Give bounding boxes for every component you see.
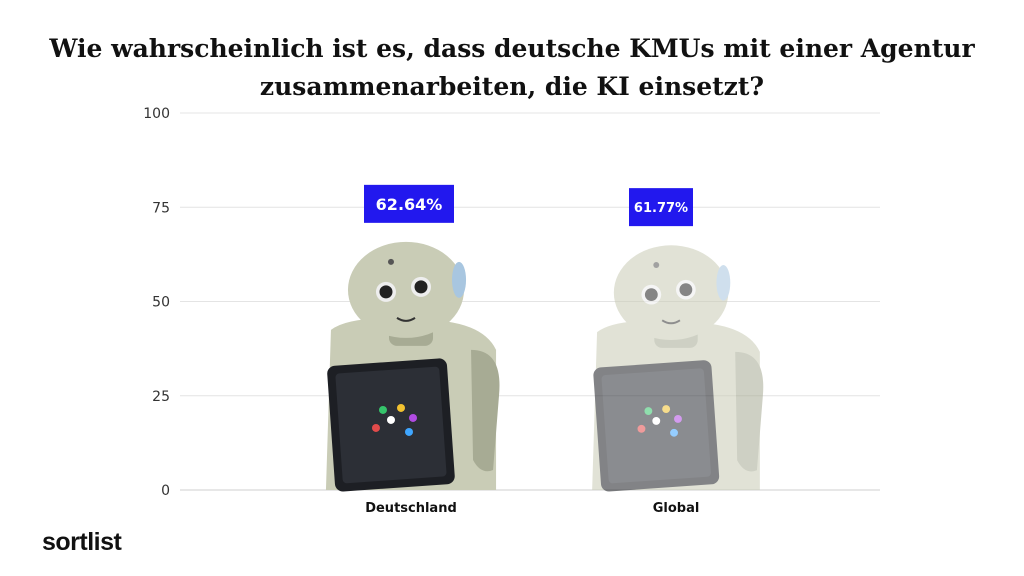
chart-title: Wie wahrscheinlich ist es, dass deutsche… — [49, 34, 975, 101]
screen-dot — [637, 424, 646, 433]
screen-dot — [396, 403, 405, 412]
sortlist-logo: sortlist — [42, 528, 122, 556]
y-tick-label: 50 — [152, 295, 170, 311]
data-label-box — [364, 184, 454, 223]
robot-arm — [471, 349, 500, 472]
robot-screen — [335, 366, 447, 484]
data-label: 62.64% — [376, 195, 443, 214]
x-tick-label: Global — [653, 501, 700, 516]
screen-dot — [670, 428, 678, 437]
robot-image — [592, 245, 764, 492]
robot-ear — [452, 261, 467, 298]
robot-head — [613, 245, 729, 341]
bar-deutschland — [325, 241, 500, 492]
robot-ear — [716, 265, 731, 301]
screen-dot — [386, 415, 395, 424]
screen-dot — [652, 416, 661, 425]
robot-sensor — [387, 258, 394, 265]
y-tick-label: 100 — [143, 106, 170, 122]
y-tick-label: 75 — [152, 200, 170, 216]
robot-screen — [601, 368, 711, 484]
screen-dot — [408, 413, 418, 422]
bar-global — [592, 245, 764, 492]
screen-dot — [378, 405, 387, 414]
robot-pupil — [644, 288, 658, 302]
robot-head — [347, 241, 465, 338]
screen-dot — [371, 423, 380, 432]
robot-pupil — [414, 280, 428, 294]
data-label: 61.77% — [634, 201, 688, 216]
robot-arm — [735, 351, 764, 472]
robot-pupil — [379, 285, 393, 299]
robot-mouth — [661, 319, 681, 325]
data-label-box — [629, 188, 693, 227]
y-tick-label: 0 — [161, 483, 170, 499]
y-tick-label: 25 — [152, 389, 170, 405]
x-tick-label: Deutschland — [365, 501, 457, 516]
screen-dot — [404, 427, 414, 436]
screen-dot — [644, 407, 653, 416]
robot-image — [325, 241, 500, 492]
robot-sensor — [653, 262, 660, 268]
screen-dot — [674, 415, 682, 423]
screen-dot — [662, 405, 671, 414]
robot-mouth — [396, 317, 416, 322]
robot-pupil — [679, 283, 693, 297]
